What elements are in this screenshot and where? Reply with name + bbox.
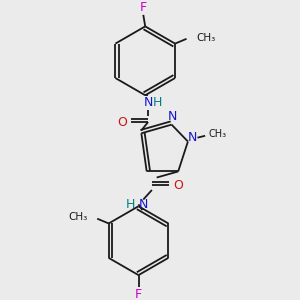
Text: N: N	[168, 110, 177, 124]
Text: N: N	[188, 131, 197, 144]
Text: O: O	[117, 116, 127, 128]
Text: CH₃: CH₃	[68, 212, 88, 222]
Text: H: H	[153, 96, 162, 110]
Text: CH₃: CH₃	[209, 129, 227, 139]
Text: H: H	[126, 198, 136, 211]
Text: CH₃: CH₃	[196, 33, 215, 43]
Text: F: F	[135, 288, 142, 300]
Text: N: N	[143, 96, 153, 110]
Text: O: O	[173, 179, 183, 192]
Text: N: N	[139, 198, 148, 211]
Text: F: F	[140, 1, 147, 14]
